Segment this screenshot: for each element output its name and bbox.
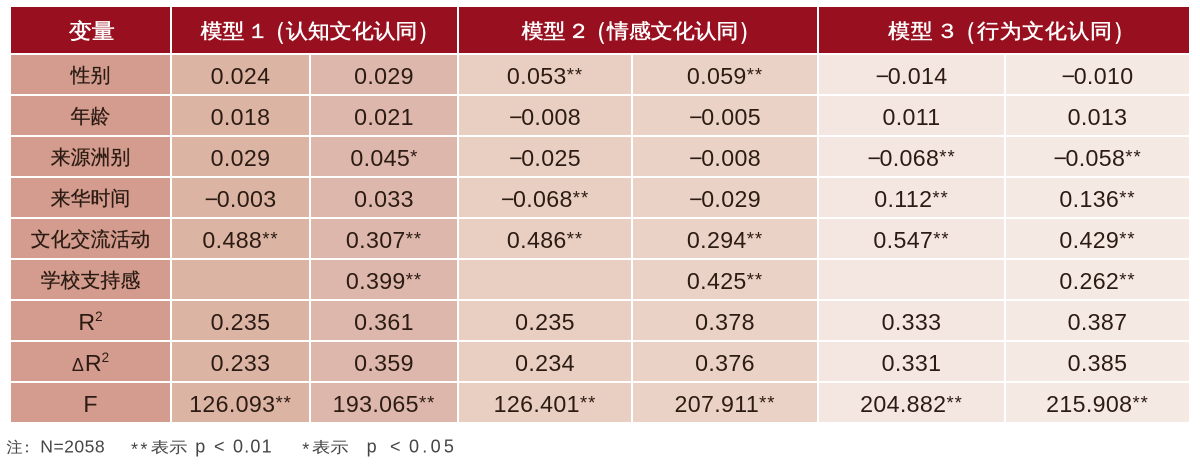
svg-text:0.01: 0.01 — [233, 436, 273, 456]
svg-text:0.331: 0.331 — [882, 350, 942, 376]
svg-text:0.235: 0.235 — [515, 309, 575, 335]
svg-text:0.029: 0.029 — [211, 145, 271, 171]
svg-text:−0.068**: −0.068** — [501, 186, 589, 212]
svg-text:0.018: 0.018 — [211, 104, 271, 130]
svg-text:0.378: 0.378 — [695, 309, 755, 335]
svg-text:0.234: 0.234 — [515, 350, 575, 376]
svg-text:−0.008: −0.008 — [689, 145, 761, 171]
svg-text:0.387: 0.387 — [1068, 309, 1128, 335]
svg-text:0.429**: 0.429** — [1059, 227, 1135, 253]
svg-text:0.235: 0.235 — [211, 309, 271, 335]
svg-text:126.093**: 126.093** — [189, 391, 292, 417]
svg-text:0.307**: 0.307** — [346, 227, 422, 253]
svg-text:−0.010: −0.010 — [1062, 63, 1134, 89]
svg-text:0.029: 0.029 — [354, 63, 414, 89]
svg-text:0.333: 0.333 — [882, 309, 942, 335]
svg-text:0.024: 0.024 — [211, 63, 271, 89]
svg-text:0.486**: 0.486** — [507, 227, 583, 253]
svg-text:193.065**: 193.065** — [333, 391, 436, 417]
svg-text:0.136**: 0.136** — [1059, 186, 1135, 212]
svg-text:−0.003: −0.003 — [205, 186, 277, 212]
svg-text:−0.005: −0.005 — [689, 104, 761, 130]
svg-text:0.359: 0.359 — [354, 350, 414, 376]
svg-text:−0.068**: −0.068** — [867, 145, 955, 171]
svg-text:207.911**: 207.911** — [675, 391, 776, 417]
svg-text:0.425**: 0.425** — [687, 268, 763, 294]
svg-text:126.401**: 126.401** — [494, 391, 597, 417]
svg-text:0.262**: 0.262** — [1059, 268, 1135, 294]
svg-text:0.045*: 0.045* — [350, 145, 417, 171]
svg-text:0.059**: 0.059** — [687, 63, 763, 89]
svg-text:215.908**: 215.908** — [1046, 391, 1149, 417]
svg-text:*: * — [302, 440, 309, 460]
svg-text:N=2058: N=2058 — [40, 436, 105, 456]
svg-text:0.361: 0.361 — [354, 309, 414, 335]
svg-text:0.385: 0.385 — [1068, 350, 1128, 376]
svg-text:0.053**: 0.053** — [507, 63, 583, 89]
svg-text:0.294**: 0.294** — [687, 227, 763, 253]
svg-text:ΔR2: ΔR2 — [72, 350, 109, 376]
svg-text:−0.058**: −0.058** — [1053, 145, 1141, 171]
svg-text:0.05: 0.05 — [409, 436, 457, 456]
svg-text:−0.014: −0.014 — [876, 63, 948, 89]
svg-text:0.376: 0.376 — [695, 350, 755, 376]
svg-text:p: p — [195, 436, 205, 456]
svg-text:<: < — [214, 436, 225, 456]
svg-text:0.021: 0.021 — [354, 104, 414, 130]
svg-text:0.488**: 0.488** — [202, 227, 278, 253]
svg-text:0.033: 0.033 — [354, 186, 414, 212]
svg-text:0.013: 0.013 — [1068, 104, 1128, 130]
svg-text:0.011: 0.011 — [882, 104, 940, 130]
svg-text:0.399**: 0.399** — [346, 268, 422, 294]
svg-text:0.547**: 0.547** — [873, 227, 949, 253]
svg-text:<: < — [390, 436, 401, 456]
svg-text:**: ** — [131, 440, 150, 460]
svg-text:F: F — [83, 391, 97, 417]
svg-text:0.233: 0.233 — [211, 350, 271, 376]
svg-text:−0.025: −0.025 — [509, 145, 581, 171]
svg-text:0.112**: 0.112** — [874, 186, 948, 212]
svg-text:−0.029: −0.029 — [689, 186, 761, 212]
svg-text:−0.008: −0.008 — [509, 104, 581, 130]
svg-text:204.882**: 204.882** — [860, 391, 963, 417]
svg-text:p: p — [367, 436, 377, 456]
